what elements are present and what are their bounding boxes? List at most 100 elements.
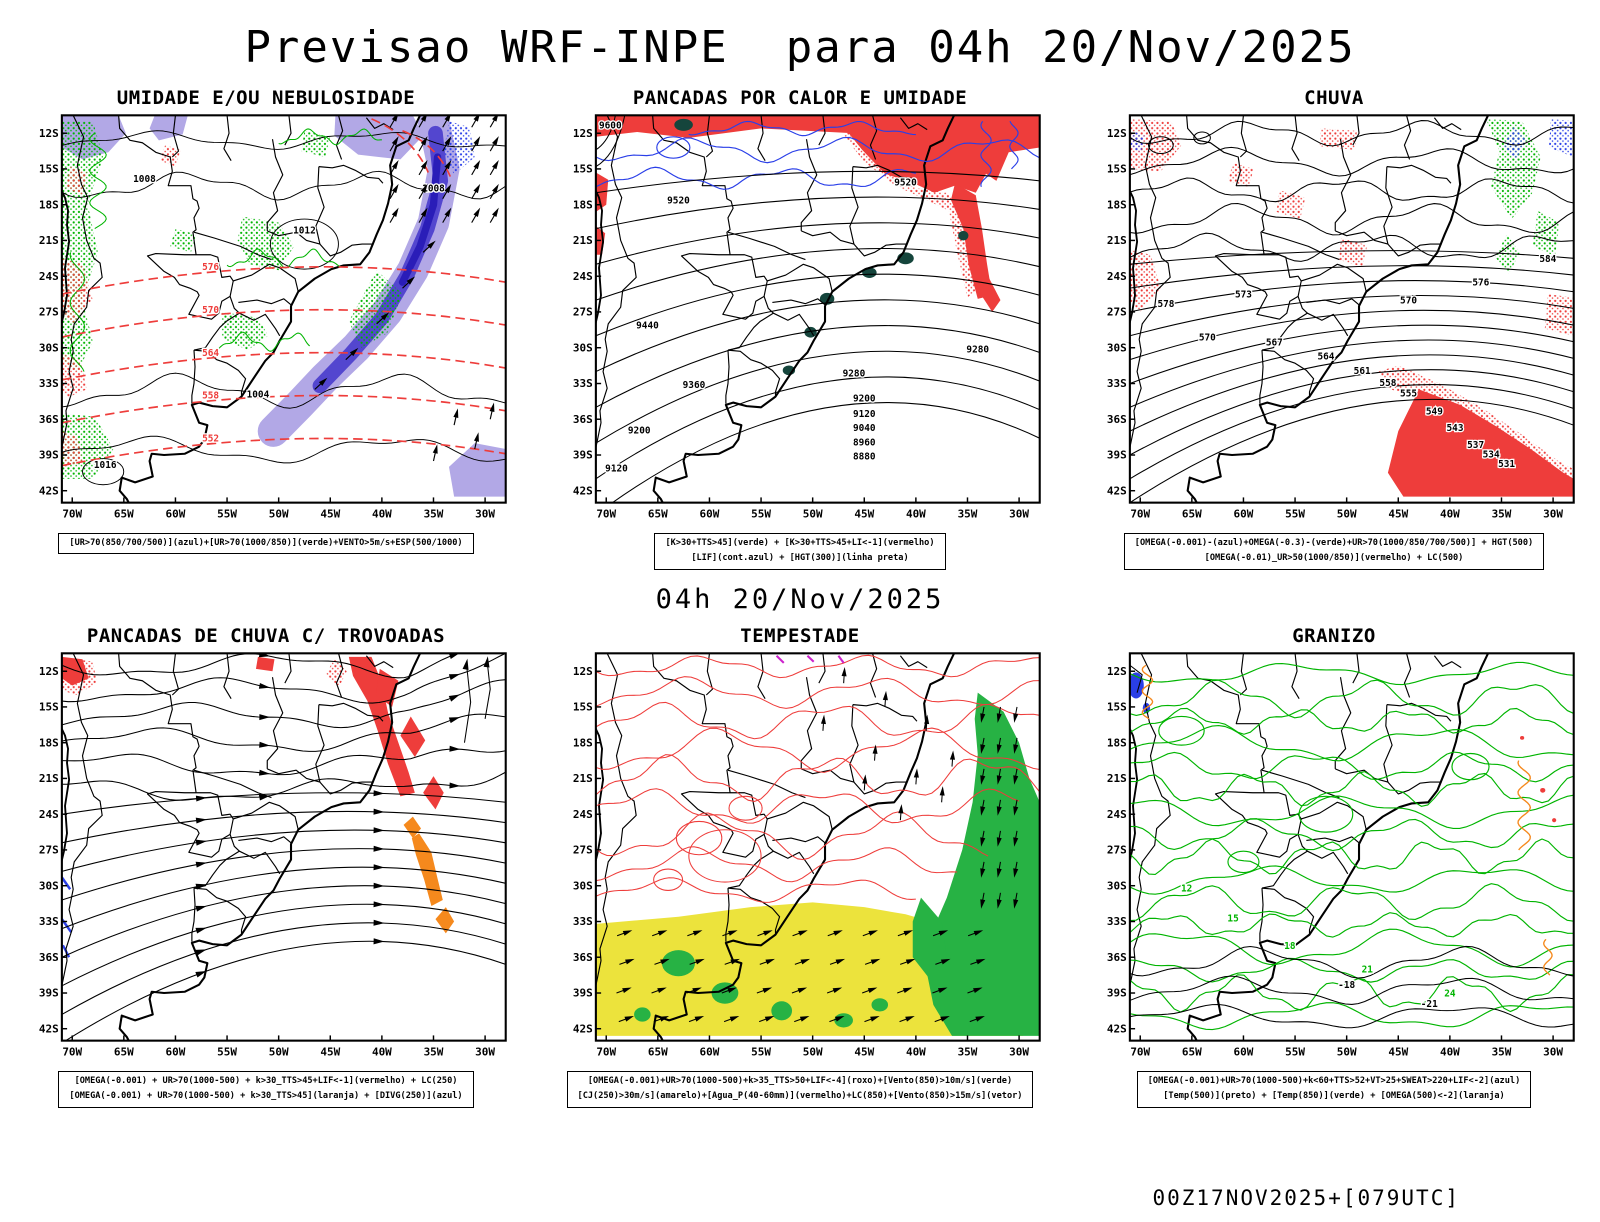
caption-line: [UR>70(850/700/500)](azul)+[UR>70(1000/8… — [69, 538, 463, 548]
lon-tick-label: 50W — [803, 507, 823, 520]
border-line — [727, 296, 774, 351]
lat-tick-label: 33S — [1107, 915, 1127, 928]
border-line — [595, 115, 637, 451]
streamline-arrowhead — [867, 987, 878, 993]
streamline-arrowhead — [444, 207, 452, 217]
lat-tick-label: 36S — [573, 951, 593, 964]
caption-line: [OMEGA(-0.001) + UR>70(1000-500) + k>30_… — [74, 1075, 458, 1086]
streamline-arrowhead — [420, 136, 428, 146]
contour-label: 558 — [1379, 378, 1396, 389]
streamline-arrowhead — [195, 905, 207, 912]
streamline — [61, 866, 506, 930]
streamline — [61, 792, 506, 815]
lon-tick-label: 60W — [700, 1045, 720, 1058]
contour-line — [61, 372, 506, 409]
lon-tick-label: 70W — [596, 1045, 616, 1058]
border-line — [335, 115, 344, 160]
shaded-region — [403, 816, 422, 839]
lat-tick-label: 24S — [1107, 270, 1127, 283]
closed-contour — [1147, 136, 1174, 155]
contour-line — [1129, 707, 1574, 736]
shaded-region — [1548, 118, 1574, 157]
panel-title-chuva: CHUVA — [1304, 87, 1364, 109]
contour-line — [1009, 121, 1019, 170]
contour-line — [595, 676, 1040, 709]
streamline-arrowhead — [373, 919, 385, 926]
lon-tick-label: 35W — [1492, 507, 1512, 520]
streamline-arrowhead — [492, 207, 499, 217]
streamline-arrowhead — [492, 136, 499, 146]
shaded-region — [423, 776, 444, 810]
contour-label: 570 — [202, 305, 219, 316]
streamline-arrowhead — [259, 741, 271, 748]
streamline-arrowhead — [832, 987, 843, 993]
streamline — [61, 653, 460, 679]
lat-tick-label: 12S — [1107, 127, 1127, 140]
border-line — [365, 117, 394, 131]
lon-tick-label: 65W — [1182, 507, 1202, 520]
border-line — [800, 677, 818, 769]
streamline — [61, 848, 506, 901]
border-line — [1403, 653, 1412, 698]
streamline-arrowhead — [975, 958, 986, 965]
coastline-atlantic — [118, 653, 422, 1041]
lat-tick-label: 15S — [573, 701, 593, 714]
arc-contour — [595, 350, 1040, 444]
blob — [1540, 787, 1546, 793]
lon-tick-label: 50W — [1337, 507, 1357, 520]
streamline-arrowhead — [1013, 806, 1019, 816]
contour-label: 9280 — [966, 345, 989, 356]
caption-line: [OMEGA(-0.001)+UR>70(1000-500)+k>35_TTS>… — [587, 1075, 1013, 1086]
lat-tick-label: 39S — [39, 987, 59, 1000]
contour-line — [278, 128, 382, 146]
border-line — [1261, 887, 1315, 935]
contour-label: 18 — [1284, 941, 1296, 952]
lat-tick-label: 39S — [573, 987, 593, 1000]
streamline-arrowhead — [903, 930, 914, 936]
contour-label: -21 — [1421, 999, 1438, 1010]
shaded-region — [1129, 249, 1161, 312]
lon-tick-label: 35W — [424, 507, 444, 520]
border-line — [318, 164, 384, 184]
border-line — [772, 298, 826, 306]
border-line — [61, 115, 103, 451]
contour-line — [1129, 794, 1574, 829]
coastline-atlantic — [118, 115, 422, 503]
border-line — [869, 653, 878, 698]
shaded-region — [1276, 190, 1306, 219]
border-line — [191, 350, 196, 404]
arc-contour — [595, 325, 1040, 408]
border-line — [1259, 350, 1264, 404]
border-line — [1291, 653, 1300, 699]
streamline-arrowhead — [448, 653, 460, 659]
shaded-region — [159, 145, 181, 167]
lat-tick-label: 39S — [573, 449, 593, 462]
border-line — [652, 653, 734, 793]
border-line — [725, 888, 730, 942]
streamline-arrowhead — [980, 899, 986, 909]
lat-tick-label: 27S — [39, 306, 59, 319]
border-line — [1307, 850, 1349, 875]
lat-tick-label: 33S — [573, 915, 593, 928]
arc-contour — [595, 376, 1040, 480]
contour-line — [1129, 838, 1574, 875]
border-line — [146, 253, 234, 320]
streamline-arrowhead — [1013, 744, 1019, 754]
contour-line — [1129, 679, 1574, 719]
border-line — [223, 115, 232, 161]
lon-tick-label: 55W — [751, 507, 771, 520]
streamline-arrowhead — [980, 868, 986, 878]
streamline-arrowhead — [996, 744, 1002, 754]
arc-contour — [1129, 265, 1574, 289]
streamline-arrowhead — [872, 744, 878, 754]
border-line — [1186, 115, 1268, 255]
lat-tick-label: 36S — [1107, 951, 1127, 964]
lat-tick-label: 27S — [1107, 844, 1127, 857]
plot-area: 5785735705705675645615585555495435375345… — [1129, 115, 1574, 503]
border-line — [1214, 790, 1302, 858]
border-line — [118, 653, 200, 793]
lat-tick-label: 42S — [1107, 1022, 1127, 1035]
contour-label: 21 — [1362, 965, 1374, 976]
contour-line — [595, 136, 1040, 164]
